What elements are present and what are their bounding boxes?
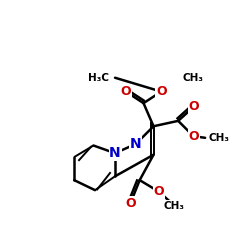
Text: O: O	[154, 185, 164, 198]
Text: O: O	[125, 197, 136, 210]
Text: H₃C: H₃C	[88, 73, 109, 83]
Text: O: O	[156, 85, 166, 98]
Text: CH₃: CH₃	[164, 200, 185, 210]
Text: CH₃: CH₃	[209, 133, 230, 143]
Text: CH₃: CH₃	[183, 73, 204, 83]
Text: O: O	[120, 85, 131, 98]
Text: N: N	[130, 137, 142, 151]
Text: N: N	[109, 146, 121, 160]
Text: O: O	[188, 100, 199, 114]
Text: O: O	[188, 130, 199, 143]
